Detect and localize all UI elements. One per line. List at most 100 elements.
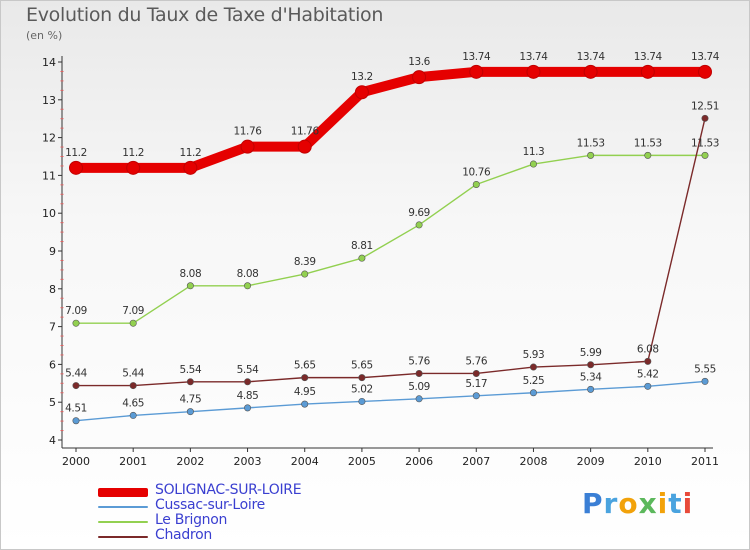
y-tick-label: 8 [49, 283, 56, 296]
data-point [129, 319, 137, 327]
y-tick-label: 12 [42, 132, 56, 145]
data-label: 5.34 [580, 371, 602, 383]
data-point [529, 160, 537, 168]
proxiti-logo: Proxiti [582, 487, 694, 520]
data-point [698, 64, 712, 79]
x-tick-label: 2001 [119, 455, 147, 468]
data-point [244, 404, 252, 412]
data-point [529, 363, 537, 371]
x-tick-label: 2008 [519, 455, 547, 468]
data-label: 13.2 [351, 71, 373, 83]
data-label: 5.44 [122, 368, 144, 380]
data-label: 8.81 [351, 240, 373, 252]
y-tick-label: 4 [49, 434, 56, 447]
data-point [640, 64, 655, 79]
data-label: 5.93 [523, 349, 545, 361]
data-point [301, 374, 309, 382]
data-label: 4.75 [179, 394, 201, 406]
x-tick-label: 2009 [577, 455, 605, 468]
y-tick-label: 13 [42, 94, 56, 107]
data-label: 11.53 [577, 137, 605, 149]
data-point [415, 395, 423, 403]
data-label: 8.08 [237, 268, 259, 280]
series-line-3 [75, 117, 706, 387]
data-label: 7.09 [65, 305, 87, 317]
data-point [186, 408, 194, 416]
data-label: 5.65 [294, 360, 316, 372]
data-point [354, 85, 369, 100]
legend-swatch [98, 536, 148, 538]
data-label: 12.51 [691, 100, 719, 112]
x-tick-label: 2004 [291, 455, 319, 468]
data-label: 4.65 [122, 397, 144, 409]
data-label: 11.76 [291, 126, 320, 138]
legend-label: Chadron [155, 527, 212, 543]
x-tick-label: 2010 [634, 455, 662, 468]
chart-subtitle: (en %) [26, 29, 63, 42]
data-label: 4.51 [65, 403, 87, 415]
data-point [72, 382, 80, 390]
chart-title: Evolution du Taux de Taxe d'Habitation [26, 4, 384, 26]
y-tick-label: 14 [42, 56, 56, 69]
legend-label: Cussac-sur-Loire [155, 497, 265, 513]
data-point [186, 378, 194, 386]
data-label: 9.69 [408, 207, 430, 219]
data-label: 13.6 [408, 56, 430, 68]
data-label: 8.08 [179, 268, 201, 280]
data-label: 6.08 [637, 343, 659, 355]
data-point [415, 369, 423, 377]
data-point [72, 417, 80, 425]
data-label: 4.95 [294, 386, 316, 398]
data-point [412, 70, 427, 85]
data-label: 11.53 [634, 137, 662, 149]
data-label: 5.25 [523, 375, 545, 387]
x-tick-label: 2007 [462, 455, 490, 468]
data-point [644, 382, 652, 390]
data-label: 10.76 [462, 166, 491, 178]
legend-swatch [98, 487, 148, 497]
data-label: 13.74 [519, 51, 548, 63]
data-label: 5.42 [637, 368, 659, 380]
data-point [701, 114, 709, 122]
series-points [69, 64, 712, 425]
data-point [701, 377, 709, 385]
data-point [701, 151, 709, 159]
y-tick-label: 5 [49, 396, 56, 409]
legend-swatch [98, 506, 148, 508]
data-label: 5.17 [465, 378, 487, 390]
x-tick-label: 2005 [348, 455, 376, 468]
data-point [69, 160, 83, 175]
data-point [644, 357, 652, 365]
data-point [240, 139, 255, 154]
y-tick-label: 11 [42, 169, 56, 182]
series-lines [71, 66, 710, 422]
data-point [587, 385, 595, 393]
x-tick-label: 2003 [234, 455, 262, 468]
series-line-1 [75, 380, 706, 422]
data-label: 5.65 [351, 360, 373, 372]
data-label: 5.76 [408, 355, 430, 367]
data-label: 5.54 [179, 364, 201, 376]
y-tick-label: 6 [49, 358, 56, 371]
x-tick-label: 2000 [62, 455, 90, 468]
data-point [244, 378, 252, 386]
data-label: 5.76 [465, 355, 487, 367]
data-point [186, 282, 194, 290]
data-label: 5.99 [580, 347, 602, 359]
data-point [644, 151, 652, 159]
y-tick-label: 9 [49, 245, 56, 258]
data-labels: 11.2 11.2 11.2 11.76 11.76 13.2 13.6 13.74 13.74… [65, 51, 720, 415]
data-point [583, 64, 598, 79]
data-point [183, 160, 198, 175]
data-label: 11.3 [523, 146, 545, 158]
x-tick-label: 2011 [691, 455, 719, 468]
data-label: 5.55 [694, 363, 716, 375]
data-point [472, 180, 480, 188]
data-label: 13.74 [634, 51, 663, 63]
data-point [472, 392, 480, 400]
data-label: 7.09 [122, 305, 144, 317]
data-point [72, 319, 80, 327]
data-label: 5.02 [351, 383, 373, 395]
y-tick-label: 7 [49, 321, 56, 334]
